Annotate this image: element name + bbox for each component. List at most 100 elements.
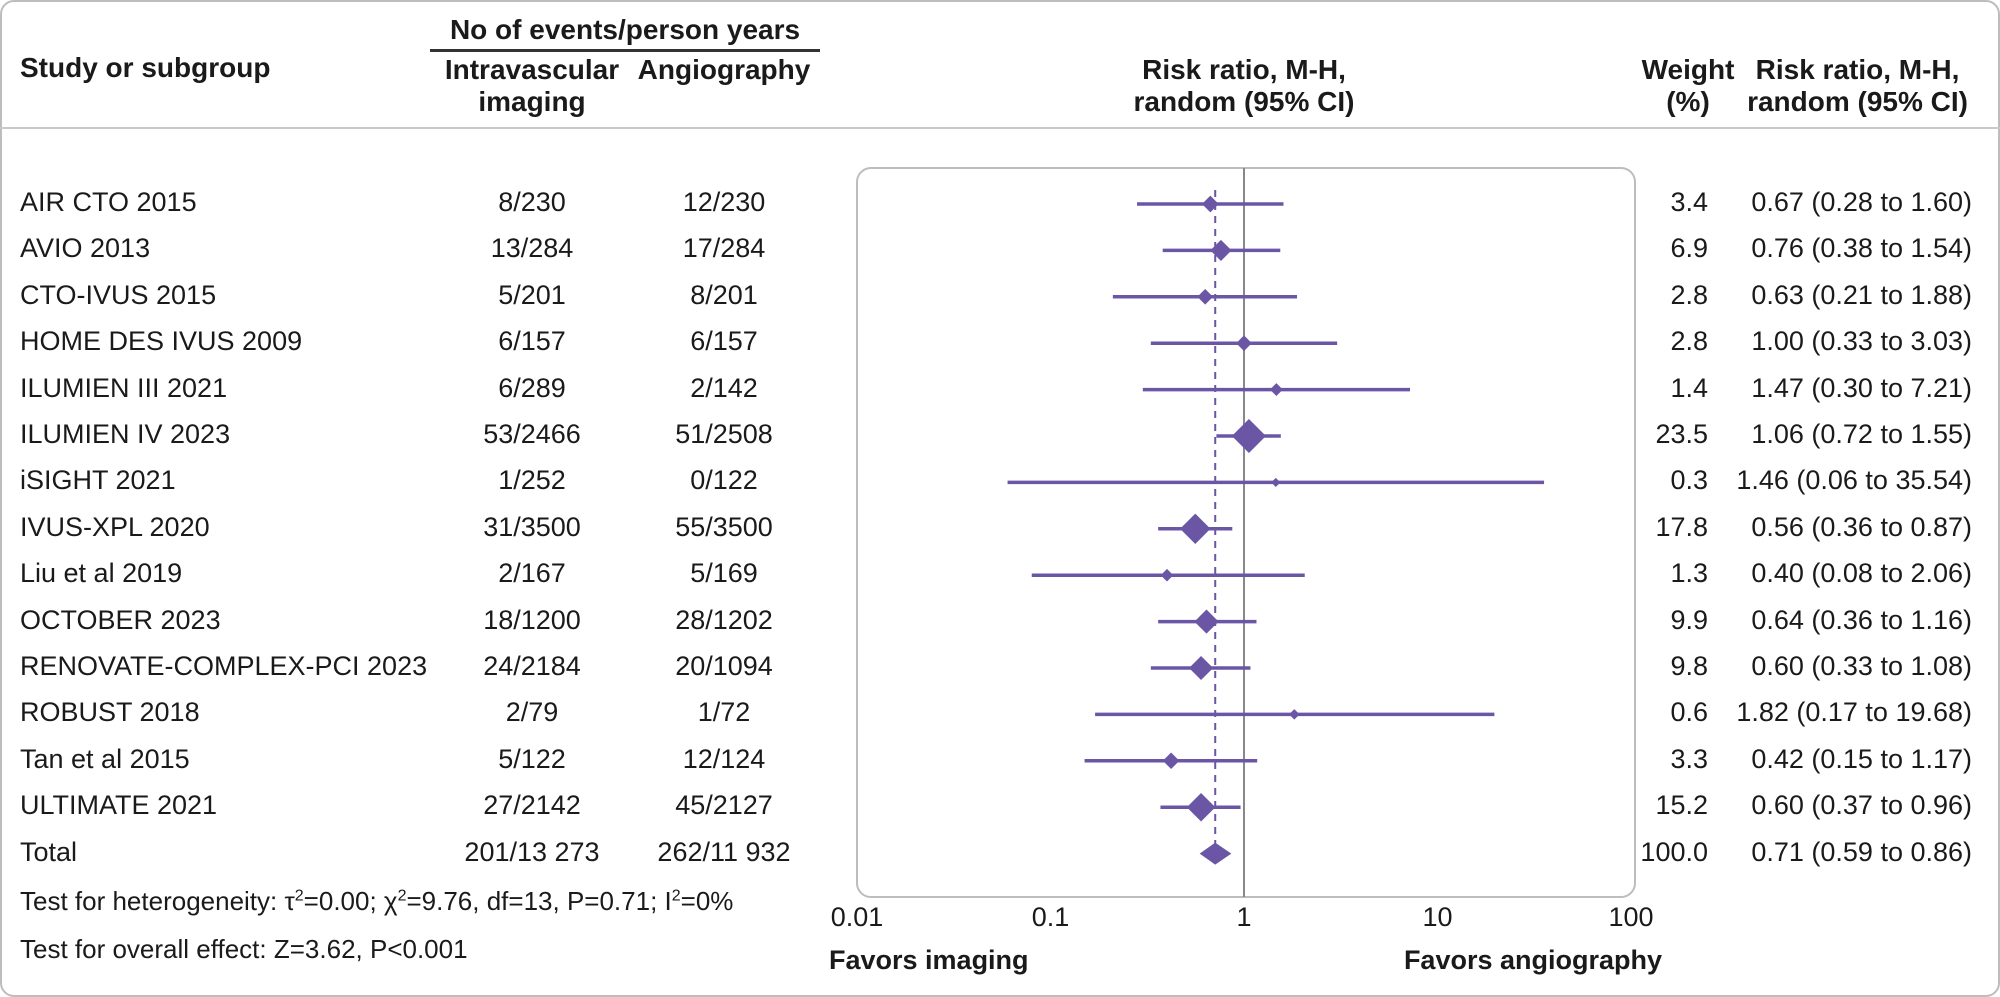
imaging-events: 24/2184 [483, 651, 581, 681]
angiography-events: 12/230 [682, 187, 766, 217]
study-name: ILUMIEN III 2021 [20, 372, 228, 403]
study-name: ILUMIEN IV 2023 [20, 419, 231, 449]
x-tick-label: 100 [1608, 902, 1654, 932]
plot-frame [856, 167, 1636, 898]
imaging-events: 5/201 [498, 279, 566, 310]
x-tick-label: 0.01 [830, 902, 884, 932]
header-angiography: Angiography [637, 54, 811, 85]
imaging-events: 2/167 [498, 558, 566, 589]
point-estimate-marker [1269, 383, 1283, 397]
favors-imaging-label: Favors imaging [829, 945, 1029, 975]
point-estimate-marker [1194, 609, 1219, 634]
angiography-events: 8/201 [690, 279, 758, 310]
x-tick-label: 0.1 [1031, 902, 1070, 932]
study-risk-ratio: 0.76 (0.38 to 1.54) [1751, 233, 1972, 264]
point-estimate-marker [1231, 419, 1266, 453]
point-estimate-marker [1210, 239, 1232, 261]
angiography-events: 28/1202 [675, 604, 773, 635]
header-events-underline [430, 49, 820, 52]
study-risk-ratio: 0.60 (0.33 to 1.08) [1751, 651, 1972, 681]
study-weight: 0.6 [1670, 697, 1708, 728]
study-weight: 9.9 [1670, 604, 1708, 635]
total-weight: 100.0 [1640, 836, 1708, 867]
angiography-events: 45/2127 [675, 790, 773, 821]
study-risk-ratio: 0.56 (0.36 to 0.87) [1751, 511, 1972, 542]
imaging-events: 2/79 [505, 697, 559, 728]
header-weight: Weight (%) [1641, 54, 1735, 117]
imaging-events: 6/157 [498, 326, 566, 357]
study-risk-ratio: 0.60 (0.37 to 0.96) [1751, 790, 1972, 821]
study-risk-ratio: 0.42 (0.15 to 1.17) [1751, 743, 1972, 774]
imaging-events: 27/2142 [483, 790, 581, 821]
header-divider [0, 127, 2000, 129]
study-risk-ratio: 1.82 (0.17 to 19.68) [1736, 697, 1972, 728]
study-name: Liu et al 2019 [20, 558, 183, 589]
total-imaging-events: 201/13 273 [464, 836, 600, 867]
favors-angiography-label: Favors angiography [1403, 945, 1662, 975]
imaging-events: 31/3500 [483, 511, 581, 542]
study-name: IVUS-XPL 2020 [20, 511, 210, 542]
heterogeneity-test: Test for heterogeneity: τ2=0.00; χ2=9.76… [20, 886, 734, 916]
study-name: RENOVATE-COMPLEX-PCI 2023 [20, 651, 428, 681]
angiography-events: 17/284 [682, 233, 766, 264]
imaging-events: 1/252 [498, 465, 566, 496]
study-risk-ratio: 0.67 (0.28 to 1.60) [1751, 187, 1972, 217]
point-estimate-marker [1289, 709, 1300, 720]
x-tick-label: 1 [1236, 902, 1252, 932]
study-risk-ratio: 0.63 (0.21 to 1.88) [1751, 279, 1972, 310]
study-name: ULTIMATE 2021 [20, 790, 218, 821]
point-estimate-marker [1186, 792, 1216, 822]
study-weight: 15.2 [1655, 790, 1708, 821]
study-risk-ratio: 1.00 (0.33 to 3.03) [1751, 326, 1972, 357]
imaging-events: 5/122 [498, 743, 566, 774]
header-events-title: No of events/person years [449, 14, 801, 45]
overall-effect-test: Test for overall effect: Z=3.62, P<0.001 [20, 934, 468, 964]
point-estimate-marker [1189, 655, 1214, 681]
angiography-events: 55/3500 [675, 511, 773, 542]
point-estimate-marker [1271, 477, 1281, 487]
angiography-events: 6/157 [690, 326, 758, 357]
header-study: Study or subgroup [20, 52, 271, 83]
study-name: AIR CTO 2015 [20, 187, 197, 217]
study-name: AVIO 2013 [20, 233, 151, 264]
study-weight: 3.3 [1670, 743, 1708, 774]
study-weight: 6.9 [1670, 233, 1708, 264]
total-label: Total [20, 836, 78, 867]
angiography-events: 0/122 [690, 465, 758, 496]
x-tick-label: 10 [1422, 902, 1453, 932]
angiography-events: 2/142 [690, 372, 758, 403]
angiography-events: 1/72 [697, 697, 751, 728]
angiography-events: 12/124 [682, 743, 766, 774]
study-name: OCTOBER 2023 [20, 604, 221, 635]
study-weight: 2.8 [1670, 279, 1708, 310]
imaging-events: 53/2466 [483, 419, 581, 449]
study-name: CTO-IVUS 2015 [20, 279, 217, 310]
study-weight: 9.8 [1670, 651, 1708, 681]
point-estimate-marker [1236, 335, 1252, 352]
header-imaging: Intravascular imaging [444, 54, 620, 117]
point-estimate-marker [1180, 513, 1211, 544]
total-risk-ratio: 0.71 (0.59 to 0.86) [1751, 836, 1972, 867]
imaging-events: 8/230 [498, 187, 566, 217]
study-weight: 0.3 [1670, 465, 1708, 496]
study-risk-ratio: 1.47 (0.30 to 7.21) [1751, 372, 1972, 403]
study-weight: 2.8 [1670, 326, 1708, 357]
total-angiography-events: 262/11 932 [657, 836, 791, 867]
point-estimate-marker [1197, 288, 1214, 305]
header-risk-ratio: Risk ratio, M-H, random (95% CI) [1747, 54, 1968, 117]
angiography-events: 5/169 [690, 558, 758, 589]
angiography-events: 51/2508 [675, 419, 773, 449]
point-estimate-marker [1202, 195, 1219, 213]
study-weight: 17.8 [1655, 511, 1708, 542]
study-risk-ratio: 1.46 (0.06 to 35.54) [1736, 465, 1972, 496]
study-name: iSIGHT 2021 [20, 465, 176, 496]
study-weight: 23.5 [1655, 419, 1708, 449]
header-plot: Risk ratio, M-H, random (95% CI) [1133, 54, 1355, 117]
imaging-events: 18/1200 [483, 604, 581, 635]
study-weight: 1.3 [1670, 558, 1708, 589]
pooled-diamond [1199, 842, 1232, 865]
angiography-events: 20/1094 [675, 651, 773, 681]
imaging-events: 13/284 [490, 233, 574, 264]
